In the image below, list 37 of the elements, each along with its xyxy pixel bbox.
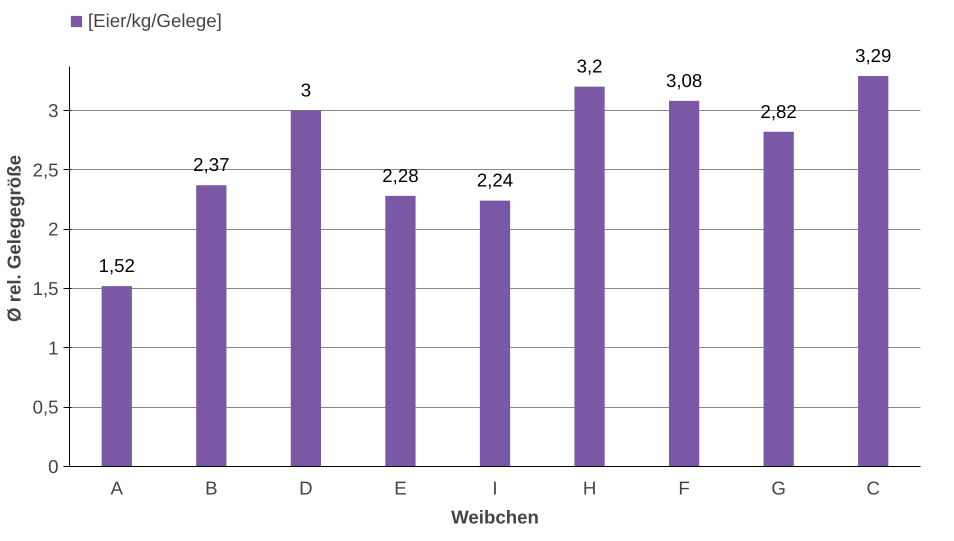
x-tick-label: A — [110, 478, 124, 498]
y-tick-label: 0,5 — [32, 396, 59, 418]
x-tick-label: G — [771, 478, 786, 498]
data-label: 3 — [300, 79, 312, 100]
data-label: 2,24 — [476, 170, 514, 191]
bar — [290, 110, 322, 466]
y-tick-label: 1,5 — [32, 278, 59, 299]
data-label: 2,37 — [193, 154, 230, 176]
y-tick-label: 0 — [48, 456, 59, 477]
data-label: 3,29 — [855, 44, 892, 66]
x-tick-label: B — [205, 478, 218, 498]
bar — [858, 76, 888, 466]
bar — [385, 196, 416, 466]
bar — [196, 185, 226, 466]
legend-label: [Eier/kg/Gelege] — [88, 10, 222, 32]
data-label: 2,82 — [760, 100, 797, 122]
x-tick-label: D — [299, 478, 313, 498]
bar — [668, 100, 700, 466]
bar — [480, 200, 510, 466]
x-tick-label: F — [678, 478, 690, 498]
bar — [764, 132, 794, 466]
y-axis-title: Ø rel. Gelegegröße — [4, 155, 25, 322]
bar — [102, 286, 132, 466]
y-tick-label: 3 — [48, 100, 59, 121]
x-tick-label: I — [492, 478, 498, 498]
x-tick-label: E — [394, 478, 407, 498]
x-axis-title: Weibchen — [451, 506, 539, 528]
y-tick-label: 2 — [48, 218, 59, 240]
bar — [574, 86, 605, 466]
data-label: 3,08 — [666, 70, 702, 91]
y-tick-label: 2,5 — [32, 159, 59, 180]
x-tick-label: H — [582, 478, 596, 498]
data-label: 1,52 — [98, 255, 135, 276]
data-label: 3,2 — [576, 56, 603, 77]
y-tick-label: 1 — [48, 337, 59, 358]
x-tick-label: C — [866, 478, 880, 498]
data-label: 2,28 — [382, 164, 419, 186]
